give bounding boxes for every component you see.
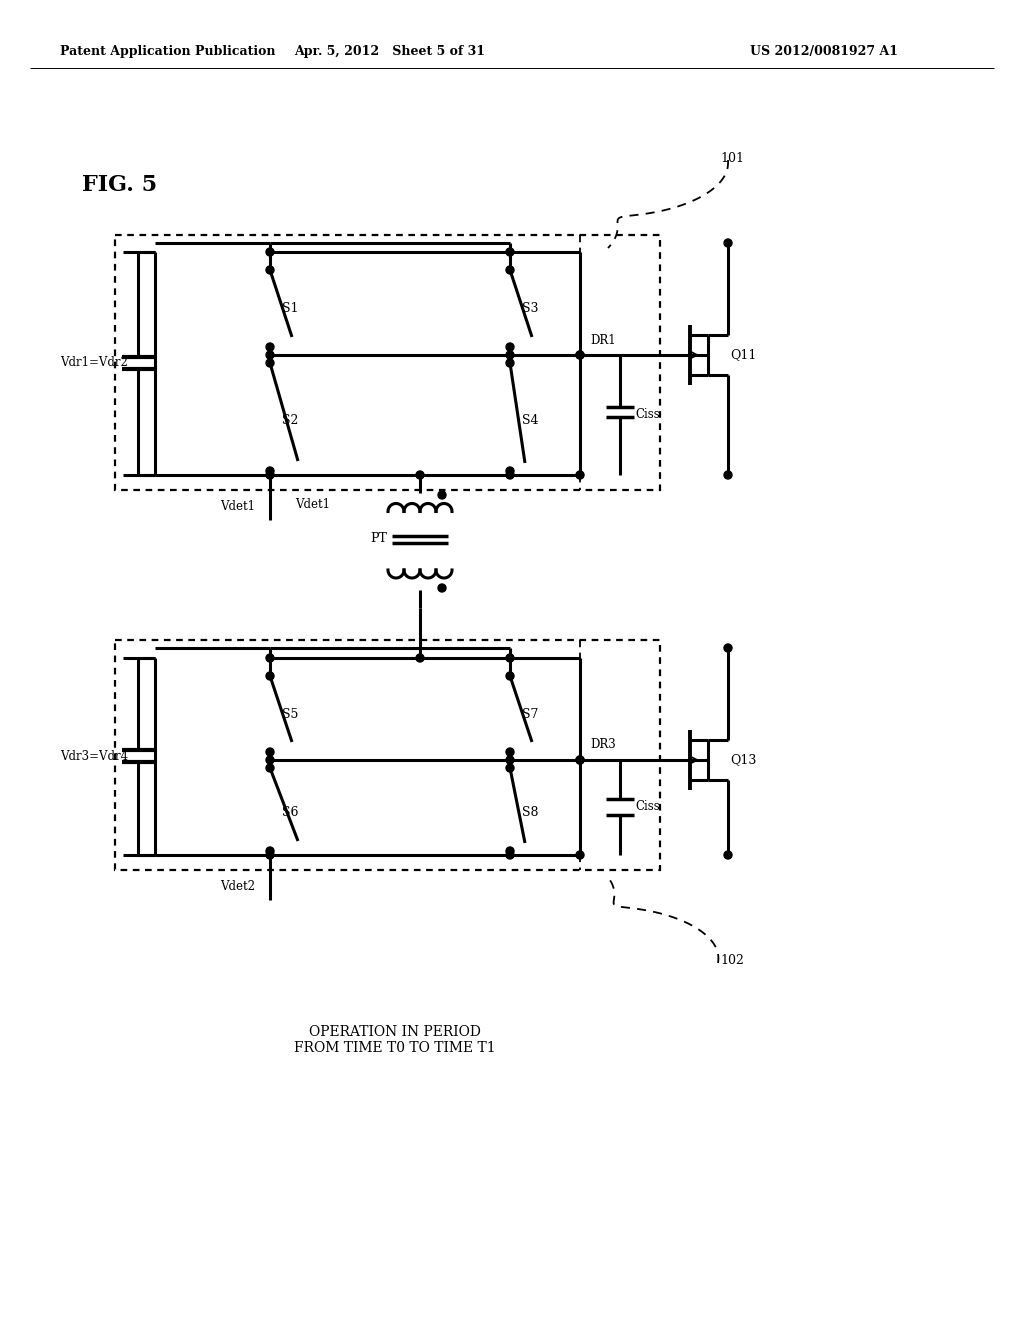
- Circle shape: [266, 267, 274, 275]
- Circle shape: [506, 471, 514, 479]
- Circle shape: [416, 471, 424, 479]
- Circle shape: [266, 343, 274, 351]
- Circle shape: [266, 851, 274, 859]
- Circle shape: [575, 471, 584, 479]
- Text: S7: S7: [522, 708, 539, 721]
- Circle shape: [266, 467, 274, 475]
- Text: S6: S6: [282, 805, 299, 818]
- Circle shape: [266, 351, 274, 359]
- Circle shape: [506, 267, 514, 275]
- Circle shape: [724, 644, 732, 652]
- Circle shape: [506, 847, 514, 855]
- Circle shape: [506, 672, 514, 680]
- Text: Ciss: Ciss: [635, 408, 659, 421]
- Circle shape: [724, 239, 732, 247]
- Text: Q13: Q13: [730, 754, 757, 767]
- Text: FIG. 5: FIG. 5: [82, 174, 157, 195]
- Circle shape: [506, 359, 514, 367]
- Circle shape: [266, 359, 274, 367]
- Text: S4: S4: [522, 413, 539, 426]
- Circle shape: [575, 756, 584, 764]
- Circle shape: [266, 756, 274, 764]
- Text: Vdet2: Vdet2: [220, 880, 255, 894]
- Circle shape: [506, 351, 514, 359]
- Circle shape: [575, 351, 584, 359]
- Circle shape: [575, 351, 584, 359]
- Circle shape: [506, 248, 514, 256]
- Text: Vdet1: Vdet1: [295, 499, 330, 511]
- Bar: [115, 640, 660, 870]
- Circle shape: [266, 248, 274, 256]
- Text: OPERATION IN PERIOD
FROM TIME T0 TO TIME T1: OPERATION IN PERIOD FROM TIME T0 TO TIME…: [294, 1024, 496, 1055]
- Circle shape: [724, 851, 732, 859]
- Text: Vdet1: Vdet1: [220, 500, 255, 513]
- Circle shape: [266, 748, 274, 756]
- Text: S3: S3: [522, 301, 539, 314]
- Circle shape: [575, 851, 584, 859]
- Text: 101: 101: [720, 152, 744, 165]
- Text: S8: S8: [522, 805, 539, 818]
- Text: Apr. 5, 2012   Sheet 5 of 31: Apr. 5, 2012 Sheet 5 of 31: [295, 45, 485, 58]
- Circle shape: [506, 467, 514, 475]
- Text: S2: S2: [282, 413, 298, 426]
- Text: US 2012/0081927 A1: US 2012/0081927 A1: [750, 45, 898, 58]
- Circle shape: [506, 653, 514, 663]
- Circle shape: [438, 583, 446, 591]
- Text: Ciss: Ciss: [635, 800, 659, 813]
- Text: DR1: DR1: [590, 334, 615, 346]
- Circle shape: [266, 672, 274, 680]
- Circle shape: [266, 471, 274, 479]
- Text: S1: S1: [282, 301, 299, 314]
- Circle shape: [724, 471, 732, 479]
- Text: PT: PT: [370, 532, 387, 545]
- Circle shape: [506, 748, 514, 756]
- Text: Vdr1=Vdr2: Vdr1=Vdr2: [60, 356, 128, 370]
- Circle shape: [575, 756, 584, 764]
- Text: 102: 102: [720, 953, 743, 966]
- Text: DR3: DR3: [590, 738, 615, 751]
- Circle shape: [506, 851, 514, 859]
- Circle shape: [506, 343, 514, 351]
- Circle shape: [506, 756, 514, 764]
- Bar: [115, 235, 660, 490]
- Text: Q11: Q11: [730, 348, 757, 362]
- Circle shape: [438, 491, 446, 499]
- Circle shape: [416, 653, 424, 663]
- Text: Patent Application Publication: Patent Application Publication: [60, 45, 275, 58]
- Circle shape: [266, 653, 274, 663]
- Text: Vdr3=Vdr4: Vdr3=Vdr4: [60, 750, 128, 763]
- Text: S5: S5: [282, 708, 298, 721]
- Circle shape: [506, 764, 514, 772]
- Circle shape: [266, 764, 274, 772]
- Circle shape: [266, 847, 274, 855]
